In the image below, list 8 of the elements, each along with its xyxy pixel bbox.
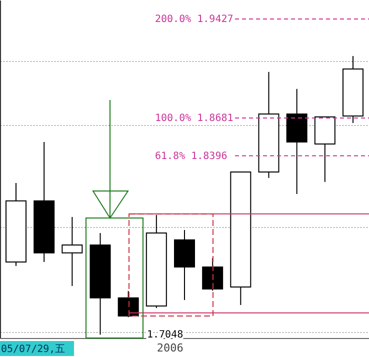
candlestick xyxy=(118,290,139,318)
annotation: 1.7048 xyxy=(147,330,184,341)
ref-line-label: 200.0% 1.9427 xyxy=(155,14,234,25)
ref-line-label: 100.0% 1.8681 xyxy=(155,112,234,124)
x-tick-label: 2006 xyxy=(156,342,184,354)
candlestick xyxy=(62,216,83,286)
text: 05/07/29,五 xyxy=(1,344,66,355)
ref-line-label: 61.8% 1.8396 xyxy=(155,150,228,162)
